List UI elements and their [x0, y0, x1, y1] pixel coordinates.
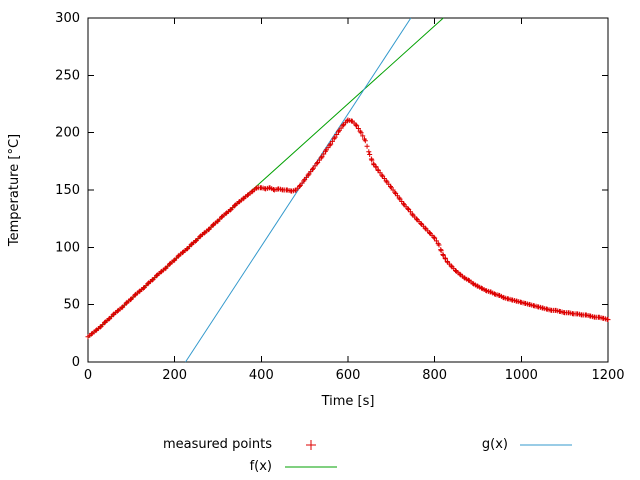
- svg-text:50: 50: [63, 298, 80, 313]
- svg-text:300: 300: [55, 11, 80, 26]
- tick-labels: 0 200 400 600 800 1000 1200 0 50 100 150 200 250 300: [55, 11, 624, 383]
- svg-text:1000: 1000: [505, 368, 538, 383]
- legend-sample-measured-points-icon: [306, 440, 316, 450]
- svg-text:0: 0: [72, 355, 80, 370]
- svg-text:250: 250: [55, 68, 80, 83]
- plot-border: [87, 17, 609, 363]
- svg-text:200: 200: [55, 126, 80, 141]
- y-axis-label: Temperature [°C]: [7, 133, 22, 247]
- axis-ticks: [87, 17, 609, 363]
- svg-text:150: 150: [55, 183, 80, 198]
- legend-sample-g-line-icon: [520, 444, 572, 446]
- svg-text:0: 0: [84, 368, 92, 383]
- series-points-measured-points: [85, 117, 611, 340]
- svg-text:200: 200: [162, 368, 187, 383]
- svg-text:800: 800: [422, 368, 447, 383]
- svg-text:600: 600: [336, 368, 361, 383]
- legend-sample-f-line-icon: [285, 466, 337, 468]
- svg-text:1200: 1200: [591, 368, 624, 383]
- svg-text:100: 100: [55, 240, 80, 255]
- svg-text:400: 400: [249, 368, 274, 383]
- legend-label-measured-points: measured points: [162, 437, 272, 452]
- series-line-fx: [87, 17, 444, 339]
- x-axis-label: Time [s]: [321, 394, 375, 409]
- legend-label-g: g(x): [481, 437, 508, 452]
- legend-label-f: f(x): [249, 459, 272, 474]
